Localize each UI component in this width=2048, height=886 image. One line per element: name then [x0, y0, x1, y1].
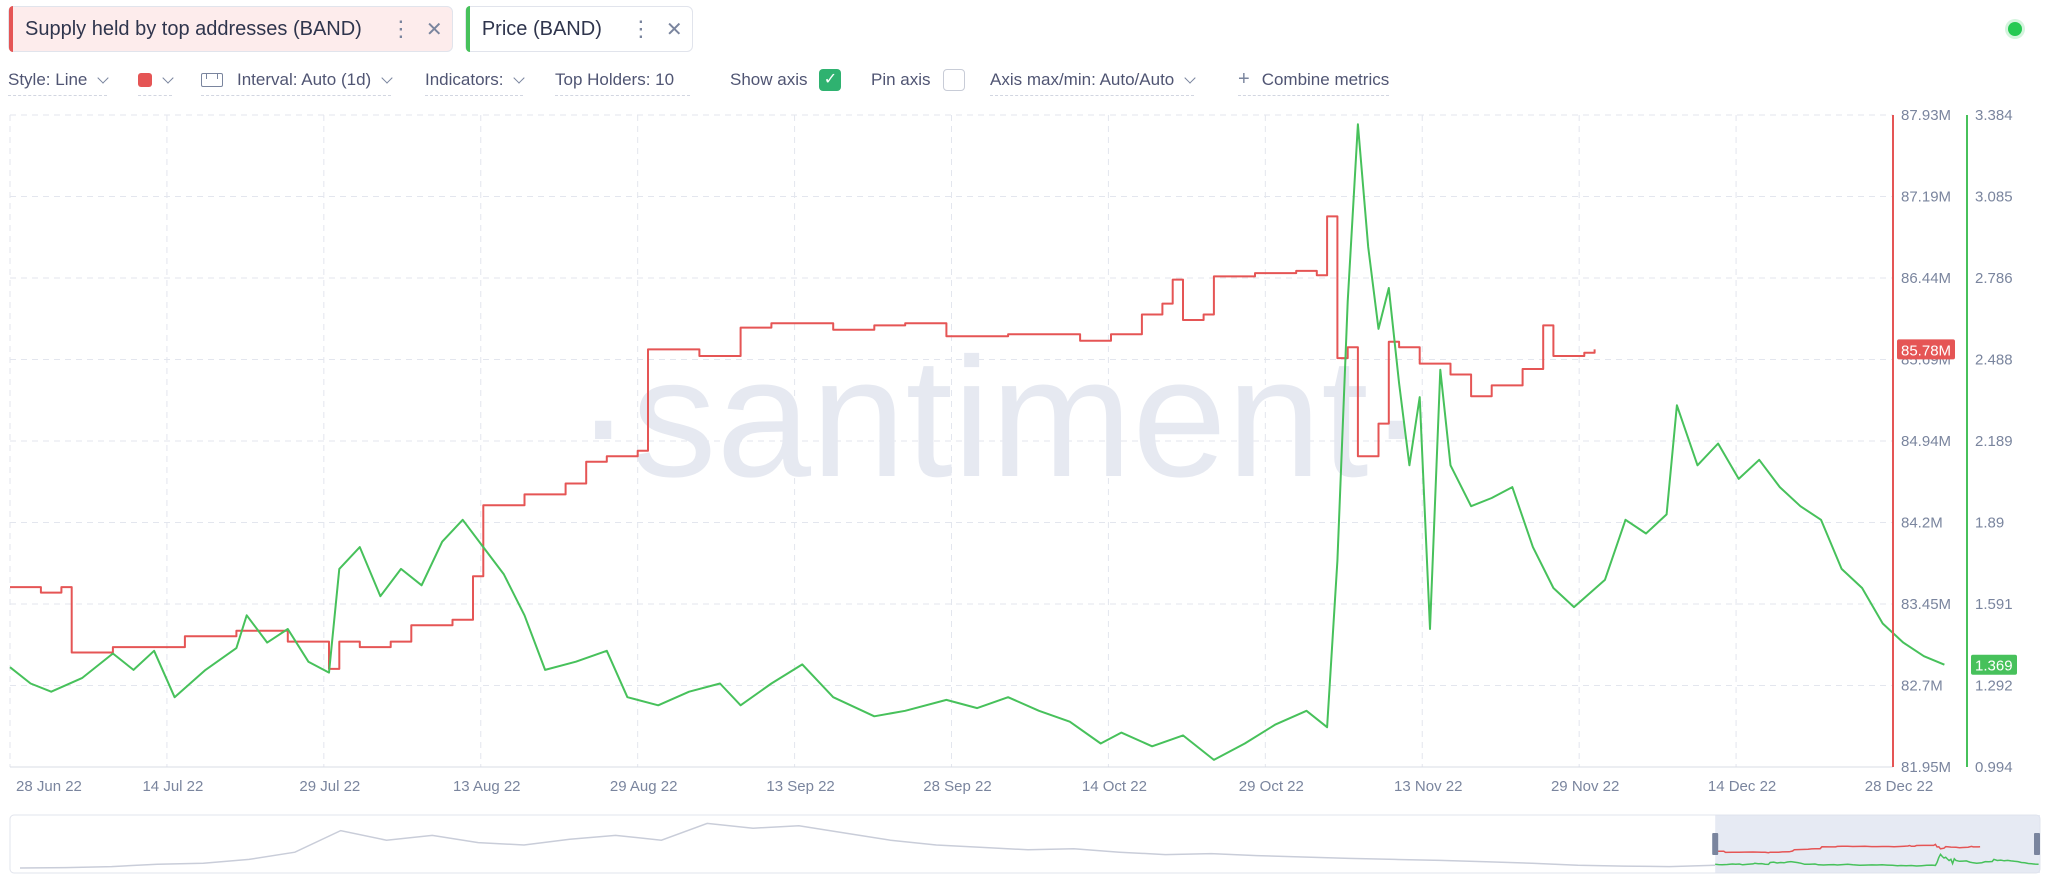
- x-tick-label: 28 Jun 22: [16, 778, 82, 795]
- chart-area[interactable]: 28 Jun 22 14 Jul 22 29 Jul 22 13 Aug 22 29 A…: [0, 100, 2048, 886]
- supply-y-tick-label: 84.94M: [1901, 433, 1951, 450]
- supply-last-value-badge: [1897, 339, 1955, 360]
- chevron-down-icon: [1184, 71, 1196, 84]
- axis-minmax-label: Axis max/min: Auto/Auto: [990, 69, 1175, 89]
- chart-toolbar: Style: Line Interval: Auto (1d) Indicato…: [8, 64, 1438, 96]
- supply-y-tick-label: 83.45M: [1901, 596, 1951, 613]
- pin-axis-checkbox[interactable]: [942, 69, 965, 91]
- metric-tab-price[interactable]: Price (BAND) ⋮ ✕: [464, 6, 693, 52]
- series-layer: [9, 123, 1945, 761]
- x-tick-label: 14 Oct 22: [1082, 778, 1147, 795]
- supply-y-tick-label: 82.7M: [1901, 678, 1943, 695]
- plus-icon: +: [1238, 68, 1250, 90]
- supply-y-tick-label: 87.93M: [1901, 107, 1951, 124]
- pin-axis-toggle[interactable]: Pin axis: [871, 64, 965, 96]
- more-options-icon[interactable]: ⋮: [389, 16, 412, 41]
- santiment-watermark: ·santiment·: [575, 323, 1425, 513]
- navigator-left-handle[interactable]: [1712, 833, 1719, 855]
- x-tick-label: 29 Aug 22: [610, 778, 678, 795]
- price-y-tick-label: 2.786: [1975, 270, 2013, 287]
- axis-minmax-dropdown[interactable]: Axis max/min: Auto/Auto: [990, 64, 1196, 96]
- status-online-dot-icon: [2008, 22, 2022, 36]
- chevron-down-icon: [97, 71, 110, 84]
- combine-metrics-button[interactable]: + Combine metrics: [1238, 64, 1390, 96]
- navigator-right-handle[interactable]: [2034, 833, 2040, 855]
- x-tick-label: 14 Dec 22: [1708, 778, 1776, 795]
- x-tick-label: 13 Aug 22: [453, 778, 521, 795]
- combine-metrics-label: Combine metrics: [1261, 69, 1390, 89]
- x-tick-label: 28 Dec 22: [1865, 778, 1933, 795]
- x-tick-label: 29 Jul 22: [299, 778, 360, 795]
- more-options-icon[interactable]: ⋮: [629, 16, 652, 41]
- metric-color-bar: [465, 6, 470, 52]
- show-axis-label: Show axis: [730, 70, 808, 89]
- price-y-tick-label: 1.292: [1975, 678, 2013, 695]
- price-series-line: [9, 123, 1945, 761]
- style-label: Style: Line: [8, 69, 88, 89]
- metric-tab-label: Supply held by top addresses (BAND): [25, 17, 362, 40]
- price-y-tick-label: 2.488: [1975, 352, 2013, 369]
- navigator-history-line: [19, 822, 1716, 869]
- price-last-value-badge: [1971, 654, 2017, 675]
- price-y-tick-label: 2.189: [1975, 433, 2013, 450]
- axes-layer: 87.93M87.19M86.44M85.69M84.94M84.2M83.45…: [1892, 107, 2017, 776]
- close-icon[interactable]: ✕: [665, 18, 683, 41]
- metric-tab-label: Price (BAND): [481, 17, 602, 40]
- style-dropdown[interactable]: Style: Line: [8, 64, 110, 96]
- top-holders-label: Top Holders: 10: [555, 69, 675, 89]
- show-axis-checkbox[interactable]: ✓: [819, 69, 842, 91]
- show-axis-toggle[interactable]: Show axis ✓: [730, 64, 842, 96]
- chevron-down-icon: [513, 71, 526, 84]
- x-tick-label: 29 Nov 22: [1551, 778, 1619, 795]
- interval-dropdown[interactable]: Interval: Auto (1d): [201, 64, 393, 96]
- price-y-tick-label: 3.085: [1975, 189, 2013, 206]
- supply-y-tick-label: 87.19M: [1901, 189, 1951, 206]
- ruler-icon: [201, 72, 223, 87]
- navigator-price-line: [1715, 852, 2039, 867]
- metric-tabs: Supply held by top addresses (BAND) ⋮ ✕ …: [8, 6, 693, 52]
- x-tick-label: 14 Jul 22: [142, 778, 203, 795]
- chevron-down-icon: [381, 71, 393, 84]
- interval-label: Interval: Auto (1d): [237, 69, 372, 89]
- color-swatch: [138, 72, 152, 87]
- supply-y-tick-label: 81.95M: [1901, 759, 1951, 776]
- color-picker[interactable]: [138, 64, 174, 96]
- price-y-tick-label: 3.384: [1975, 107, 2013, 124]
- metric-tab-supply[interactable]: Supply held by top addresses (BAND) ⋮ ✕: [8, 6, 453, 52]
- x-tick-label: 28 Sep 22: [923, 778, 991, 795]
- chevron-down-icon: [162, 71, 174, 84]
- supply-series-line: [10, 215, 1596, 670]
- indicators-label: Indicators:: [425, 69, 504, 89]
- metric-color-bar: [9, 6, 13, 52]
- x-tick-label: 29 Oct 22: [1239, 778, 1304, 795]
- supply-last-value-label: 85.78M: [1901, 342, 1951, 359]
- x-tick-label: 13 Sep 22: [766, 778, 834, 795]
- range-navigator: [9, 814, 2041, 874]
- pin-axis-label: Pin axis: [871, 70, 931, 89]
- price-y-tick-label: 0.994: [1975, 759, 2013, 776]
- chart-grid: 28 Jun 22 14 Jul 22 29 Jul 22 13 Aug 22 29 A…: [9, 114, 1933, 795]
- price-last-value-label: 1.369: [1975, 658, 2013, 675]
- close-icon[interactable]: ✕: [425, 18, 443, 41]
- top-holders-input[interactable]: Top Holders: 10: [555, 64, 691, 96]
- navigator-supply-line: [1715, 843, 1981, 854]
- supply-y-tick-label: 84.2M: [1901, 515, 1943, 532]
- price-y-tick-label: 1.89: [1975, 515, 2004, 532]
- supply-y-tick-label: 86.44M: [1901, 270, 1951, 287]
- indicators-dropdown[interactable]: Indicators:: [425, 64, 526, 96]
- price-y-tick-label: 1.591: [1975, 596, 2013, 613]
- x-tick-label: 13 Nov 22: [1394, 778, 1462, 795]
